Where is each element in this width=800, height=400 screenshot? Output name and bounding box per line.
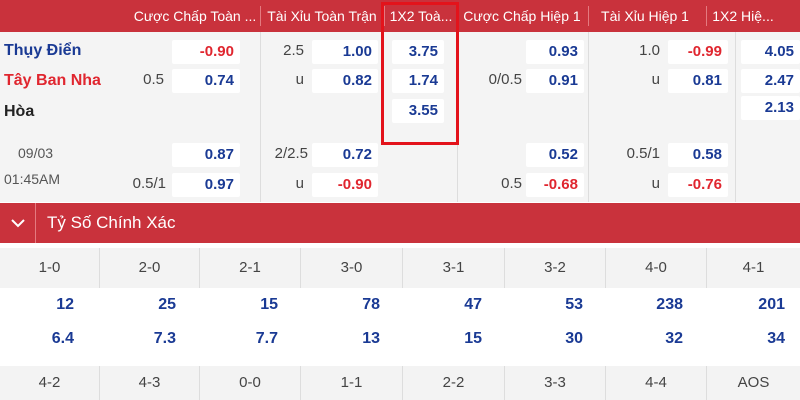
score-odd[interactable]: 32	[665, 330, 683, 347]
alt-handicap-away-odd[interactable]: 0.97	[172, 173, 240, 197]
score-odd[interactable]: 201	[758, 296, 785, 313]
header-divider	[260, 6, 261, 26]
score-label: 4-1	[742, 259, 765, 276]
over-odd[interactable]: 1.00	[312, 40, 378, 64]
odds-header: Cược Chấp Toàn ... Tài Xỉu Toàn Trận 1X2…	[0, 0, 800, 32]
score-odd[interactable]: 78	[362, 296, 380, 313]
h1-handicap-home-odd[interactable]: 0.93	[526, 40, 584, 64]
score-label-row: 1-0 2-0 2-1 3-0 3-1 3-2 4-0 4-1	[0, 248, 800, 288]
score-label: 2-1	[200, 248, 301, 288]
alt-handicap-home-odd[interactable]: 0.87	[172, 143, 240, 167]
under-odd[interactable]: 0.82	[312, 69, 378, 93]
score-label: AOS	[737, 374, 770, 391]
h1-overunder-line: 1.0	[639, 42, 660, 59]
alt-h1-handicap-line: 0.5	[501, 175, 522, 192]
score-label: 3-1	[403, 248, 505, 288]
col-header-handicap-h1[interactable]: Cược Chấp Hiệp 1	[463, 8, 581, 24]
h1-handicap-line: 0/0.5	[488, 71, 522, 88]
alt-h1-under-label: u	[651, 175, 660, 192]
alt-h1-overunder-line: 0.5/1	[626, 145, 660, 162]
score-odd[interactable]: 47	[464, 296, 482, 313]
column-divider	[260, 32, 261, 202]
collapse-toggle[interactable]	[0, 203, 36, 243]
alt-under-odd[interactable]: -0.90	[312, 173, 378, 197]
alt-h1-over-odd[interactable]: 0.58	[668, 143, 728, 167]
col-header-1x2-h1[interactable]: 1X2 Hiệ...	[712, 8, 774, 24]
col-header-overunder-h1[interactable]: Tài Xỉu Hiệp 1	[601, 8, 689, 24]
score-label: 2-0	[100, 248, 200, 288]
alt-handicap-line: 0.5/1	[132, 175, 166, 192]
match-date: 09/03	[18, 145, 54, 161]
under-label: u	[295, 71, 304, 88]
away-team-name: Tây Ban Nha	[4, 72, 101, 89]
column-divider	[588, 32, 589, 202]
handicap-line: 0.5	[143, 71, 164, 88]
h1-x12-draw-odd[interactable]: 2.13	[741, 96, 800, 120]
col-header-overunder-full[interactable]: Tài Xỉu Toàn Trận	[267, 8, 377, 24]
x12-away-odd[interactable]: 1.74	[392, 69, 444, 93]
score-label: 1-0	[0, 248, 100, 288]
score-label-row: 4-2 4-3 0-0 1-1 2-2 3-3 4-4 AOS	[0, 366, 800, 400]
score-odd[interactable]: 7.3	[153, 330, 176, 347]
h1-x12-away-odd[interactable]: 2.47	[741, 69, 800, 93]
h1-over-odd[interactable]: -0.99	[668, 40, 728, 64]
h1-x12-home-odd[interactable]: 4.05	[741, 40, 800, 64]
handicap-away-odd[interactable]: 0.74	[172, 69, 240, 93]
score-label: 3-2	[505, 248, 606, 288]
x12-draw-odd[interactable]: 3.55	[392, 99, 444, 123]
alt-h1-handicap-home-odd[interactable]: 0.52	[526, 143, 584, 167]
header-divider	[706, 6, 707, 26]
correct-score-section-bar[interactable]: Tỷ Số Chính Xác	[0, 203, 800, 243]
h1-handicap-away-odd[interactable]: 0.91	[526, 69, 584, 93]
odds-panel: Thụy Điển Tây Ban Nha Hòa 0.5 -0.90 0.74…	[0, 2, 800, 202]
alt-overunder-line: 2/2.5	[274, 145, 308, 162]
score-odd[interactable]: 25	[158, 296, 176, 313]
home-team-name: Thụy Điển	[4, 42, 82, 59]
score-odd[interactable]: 30	[565, 330, 583, 347]
score-odd[interactable]: 13	[362, 330, 380, 347]
score-odd[interactable]: 15	[464, 330, 482, 347]
match-time: 01:45AM	[4, 171, 61, 187]
section-title: Tỷ Số Chính Xác	[47, 213, 176, 232]
score-label: 3-3	[505, 366, 606, 400]
score-odd[interactable]: 238	[656, 296, 683, 313]
chevron-down-icon	[11, 219, 25, 228]
score-odd[interactable]: 15	[260, 296, 278, 313]
alt-over-odd[interactable]: 0.72	[312, 143, 378, 167]
score-label: 3-0	[301, 248, 403, 288]
score-odd[interactable]: 7.7	[255, 330, 278, 347]
col-header-1x2-full[interactable]: 1X2 Toà...	[389, 8, 453, 24]
highlight-box	[381, 2, 459, 145]
h1-under-odd[interactable]: 0.81	[668, 69, 728, 93]
score-odd[interactable]: 53	[565, 296, 583, 313]
h1-under-label: u	[651, 71, 660, 88]
handicap-home-odd[interactable]: -0.90	[172, 40, 240, 64]
col-header-handicap-full[interactable]: Cược Chấp Toàn ...	[133, 8, 257, 24]
score-label: 4-4	[606, 366, 707, 400]
score-odd[interactable]: 12	[56, 296, 74, 313]
score-odd[interactable]: 34	[767, 330, 785, 347]
draw-label: Hòa	[4, 103, 35, 120]
alt-under-label: u	[295, 175, 304, 192]
alt-h1-handicap-away-odd[interactable]: -0.68	[526, 173, 584, 197]
score-label: 4-0	[606, 248, 707, 288]
score-label: 1-1	[301, 366, 403, 400]
header-divider	[384, 6, 385, 26]
x12-home-odd[interactable]: 3.75	[392, 40, 444, 64]
score-odd[interactable]: 6.4	[51, 330, 74, 347]
overunder-line: 2.5	[283, 42, 304, 59]
header-divider	[588, 6, 589, 26]
alt-h1-under-odd[interactable]: -0.76	[668, 173, 728, 197]
score-label: 4-3	[100, 366, 200, 400]
column-divider	[735, 32, 736, 202]
score-label: 4-2	[0, 366, 100, 400]
score-label: 2-2	[403, 366, 505, 400]
score-label: 0-0	[200, 366, 301, 400]
